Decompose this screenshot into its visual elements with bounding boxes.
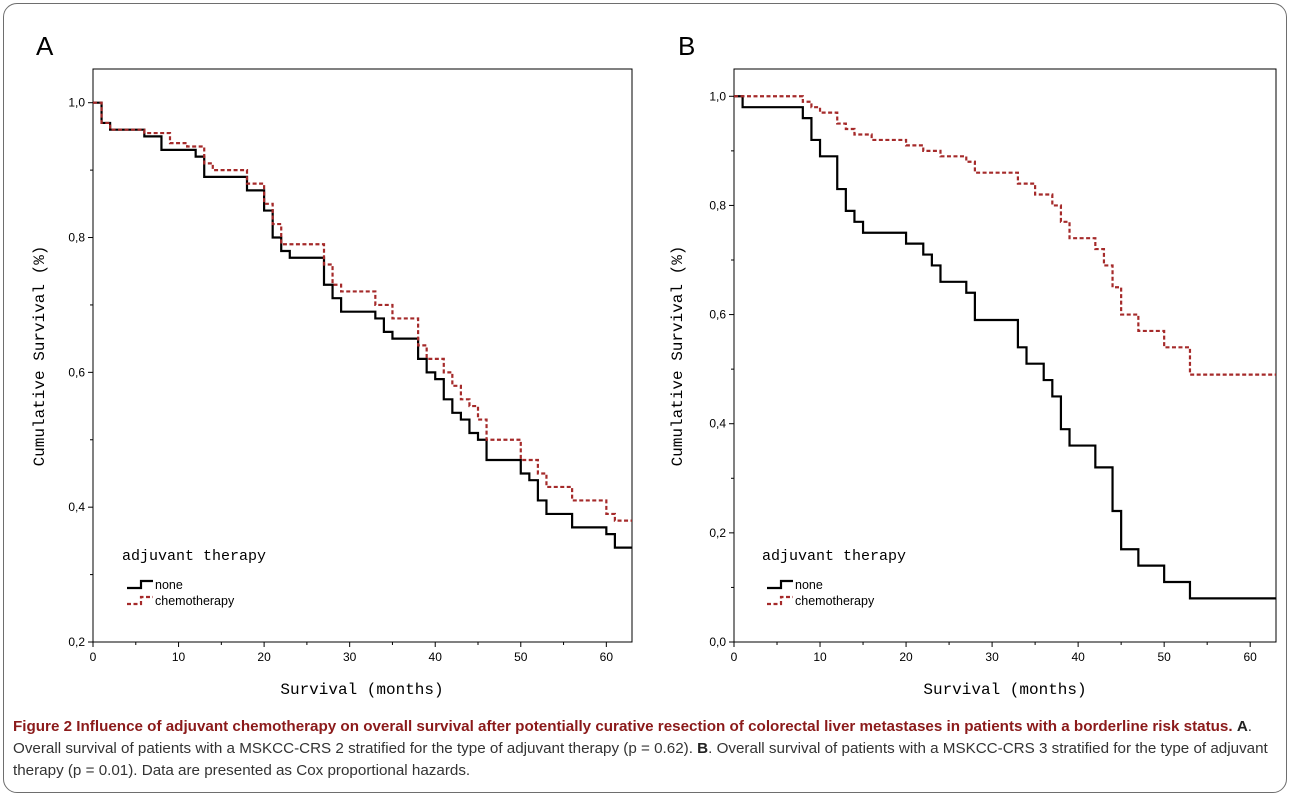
caption-text-a: . Overall survival of patients with a MS… — [13, 718, 1253, 757]
x-tick-label: 40 — [1071, 650, 1085, 664]
series-line-chemotherapy — [93, 101, 632, 522]
panel-a: A 0 10 20 30 40 50 60 0,2 0,4 0,6 0,8 1,0 Survival (m… — [31, 31, 633, 699]
x-tick-label: 10 — [813, 650, 827, 664]
legend-swatch-chemotherapy — [767, 595, 793, 606]
y-tick-label: 0,6 — [709, 308, 726, 322]
y-tick-label: 0,8 — [68, 231, 85, 245]
legend-label-chemotherapy: chemotherapy — [155, 594, 235, 608]
figure-frame — [3, 3, 1287, 793]
figure-plots: A 0 10 20 30 40 50 60 0,2 0,4 0,6 0,8 1,0 Survival (m… — [31, 31, 1277, 699]
x-tick-label: 30 — [343, 650, 357, 664]
series-line-chemotherapy — [734, 95, 1276, 376]
panel-b: B 0 10 20 30 40 50 60 0,0 0,2 0,4 0,6 0,8 1,0 Survival… — [669, 31, 1277, 699]
y-tick-label: 0,2 — [68, 635, 85, 649]
legend-label-none: none — [155, 578, 183, 592]
y-tick-label: 1,0 — [68, 96, 85, 110]
x-axis-label: Survival (months) — [280, 681, 443, 699]
y-tick-label: 0,4 — [709, 417, 726, 431]
panel-label: A — [36, 31, 54, 61]
x-tick-label: 60 — [1244, 650, 1258, 664]
x-tick-label: 20 — [257, 650, 271, 664]
x-tick-label: 0 — [731, 650, 738, 664]
y-tick-label: 0,6 — [68, 365, 85, 379]
y-tick-label: 0,4 — [68, 500, 85, 514]
panel-label: B — [678, 31, 695, 61]
legend-swatch-none — [767, 579, 793, 590]
x-tick-label: 0 — [90, 650, 97, 664]
figure-caption: Figure 2 Influence of adjuvant chemother… — [13, 716, 1275, 782]
caption-letter-a: A — [1236, 718, 1248, 735]
caption-letter-b: B — [697, 740, 709, 757]
caption-text-b: . Overall survival of patients with a MS… — [13, 740, 1268, 779]
legend-title: adjuvant therapy — [762, 548, 906, 565]
x-tick-label: 20 — [899, 650, 913, 664]
y-tick-label: 0,0 — [709, 635, 726, 649]
y-tick-label: 0,8 — [709, 198, 726, 212]
series-line-none — [734, 95, 1276, 600]
x-tick-label: 10 — [172, 650, 186, 664]
caption-title: Figure 2 Influence of adjuvant chemother… — [13, 718, 1233, 735]
series-line-none — [93, 101, 632, 549]
y-tick-label: 1,0 — [709, 89, 726, 103]
y-tick-label: 0,2 — [709, 526, 726, 540]
x-tick-label: 50 — [1157, 650, 1171, 664]
y-axis-label: Cumulative Survival (%) — [669, 246, 687, 467]
x-axis-label: Survival (months) — [923, 681, 1086, 699]
x-tick-label: 60 — [600, 650, 614, 664]
plot-frame — [733, 68, 1277, 643]
legend-label-chemotherapy: chemotherapy — [795, 594, 875, 608]
legend-swatch-chemotherapy — [127, 595, 153, 606]
legend-title: adjuvant therapy — [122, 548, 266, 565]
plot-frame — [92, 68, 633, 643]
x-tick-label: 40 — [429, 650, 443, 664]
legend-label-none: none — [795, 578, 823, 592]
x-tick-label: 30 — [985, 650, 999, 664]
y-axis-label: Cumulative Survival (%) — [31, 246, 49, 467]
legend-swatch-none — [127, 579, 153, 590]
x-tick-label: 50 — [514, 650, 528, 664]
